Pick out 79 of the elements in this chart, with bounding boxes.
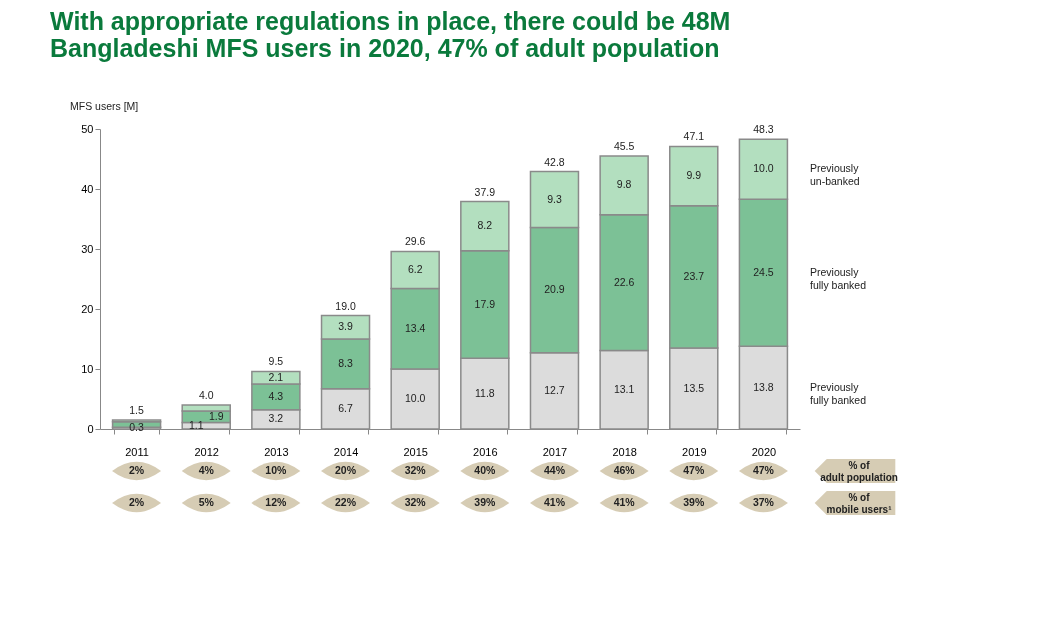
- x-tick-label: 2012: [194, 445, 219, 458]
- data-label: 9.9: [686, 169, 702, 182]
- x-tick-label: 2016: [473, 445, 498, 458]
- data-label: 3.2: [268, 412, 284, 425]
- text: 46%: [613, 464, 636, 476]
- y-tick-label: 10: [81, 362, 94, 375]
- data-label: 11.8: [474, 386, 495, 399]
- text: 2%: [128, 496, 145, 508]
- x-tick-label: 2018: [612, 445, 637, 458]
- data-label: 12.7: [544, 383, 565, 396]
- total-label: 29.6: [404, 235, 426, 248]
- y-tick-label: 30: [81, 242, 94, 255]
- total-label: 45.5: [613, 140, 635, 152]
- data-label: 9.3: [547, 192, 562, 205]
- y-tick-label: 20: [81, 302, 94, 315]
- text: 47%: [683, 464, 705, 476]
- text: 20%: [335, 464, 357, 476]
- text: 10%: [265, 464, 288, 476]
- chart-title: With appropriate regulations in place, there could be 48M Bangladeshi MFS users in 2020, 47% of adult population: [50, 7, 731, 62]
- data-label: 3.9: [338, 320, 353, 333]
- data-label: 9.8: [616, 178, 632, 191]
- y-tick-label: 0: [87, 422, 94, 435]
- total-label: 48.3: [753, 123, 774, 136]
- total-label: 4.0: [198, 389, 214, 401]
- text: 40%: [474, 464, 496, 476]
- text: 41%: [613, 496, 636, 508]
- text: 5%: [198, 496, 215, 508]
- text: % of adult population: [820, 460, 898, 483]
- data-label: 8.3: [338, 356, 353, 369]
- data-label: 10.0: [753, 162, 774, 175]
- x-tick-label: 2013: [264, 445, 289, 458]
- data-label: 1.1: [188, 418, 204, 431]
- text: % of mobile users¹: [826, 492, 893, 515]
- y-tick-label: 40: [81, 182, 94, 195]
- text: 44%: [543, 464, 566, 476]
- data-label: 13.1: [613, 382, 635, 395]
- data-label: 8.2: [477, 219, 493, 232]
- x-tick-label: 2011: [125, 445, 149, 458]
- text: 12%: [265, 496, 288, 508]
- data-label: 24.5: [753, 265, 774, 278]
- total-label: 47.1: [683, 130, 705, 143]
- data-label: 13.4: [404, 321, 426, 334]
- data-label: 1.9: [208, 409, 224, 422]
- x-tick-label: 2015: [403, 445, 428, 458]
- text: 47%: [752, 464, 775, 476]
- data-label: 2.1: [268, 370, 284, 383]
- y-tick-label: 50: [81, 122, 94, 135]
- text: Previously un-banked: [810, 162, 860, 188]
- x-tick-label: 2014: [333, 445, 359, 458]
- text: 22%: [335, 496, 357, 508]
- total-label: 37.9: [474, 185, 496, 198]
- total-label: 42.8: [544, 155, 565, 168]
- data-label: 23.7: [683, 269, 705, 282]
- text: 4%: [198, 464, 215, 476]
- text: Previously fully banked: [810, 265, 867, 291]
- text: Previously fully banked: [810, 380, 867, 406]
- total-label: 19.0: [335, 299, 356, 312]
- x-tick-label: 2017: [542, 445, 568, 458]
- data-label: 17.9: [474, 297, 496, 310]
- text: 32%: [404, 464, 427, 476]
- x-tick-label: 2019: [682, 445, 707, 458]
- data-label: 6.7: [338, 401, 353, 414]
- text: 2%: [128, 464, 145, 476]
- data-label: 6.2: [407, 263, 423, 275]
- y-axis-title: MFS users [M]: [70, 100, 139, 112]
- data-label: 20.9: [544, 283, 565, 296]
- text: 39%: [683, 496, 705, 508]
- x-tick-label: 2020: [751, 445, 777, 458]
- text: 39%: [474, 496, 496, 508]
- data-label: 22.6: [613, 275, 635, 288]
- text: 37%: [752, 496, 775, 508]
- text: 32%: [404, 496, 427, 508]
- text: 41%: [543, 496, 566, 508]
- total-label: 9.5: [268, 355, 284, 368]
- total-label: 1.5: [129, 404, 145, 416]
- data-label: 13.8: [753, 380, 774, 393]
- data-label: 4.3: [268, 389, 284, 402]
- data-label: 13.5: [683, 381, 705, 394]
- data-label: 10.0: [404, 392, 426, 404]
